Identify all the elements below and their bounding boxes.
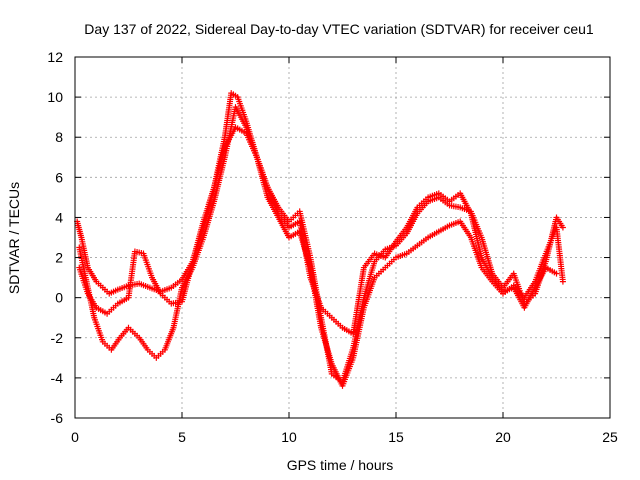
x-tick-label: 0 [71, 429, 79, 445]
axis-ticks: 0 5 10 15 20 25 -6 -4 -2 0 2 4 6 8 10 12 [47, 49, 618, 445]
x-tick-label: 5 [178, 429, 186, 445]
data-point [553, 270, 560, 277]
x-axis-label: GPS time / hours [287, 457, 394, 473]
y-tick-label: -6 [51, 410, 64, 426]
series-track-b [76, 104, 566, 389]
y-tick-label: -2 [51, 330, 64, 346]
x-tick-label: 20 [495, 429, 511, 445]
y-tick-label: 0 [55, 290, 63, 306]
y-tick-label: 10 [47, 89, 63, 105]
x-tick-label: 25 [602, 429, 618, 445]
y-tick-label: 4 [55, 209, 63, 225]
data-points [74, 90, 566, 389]
y-tick-label: 8 [55, 129, 63, 145]
x-tick-label: 15 [388, 429, 404, 445]
grid-lines [75, 57, 610, 418]
data-point [559, 224, 566, 231]
data-point [559, 278, 566, 285]
y-tick-label: 2 [55, 250, 63, 266]
y-tick-label: 12 [47, 49, 63, 65]
y-axis-label: SDTVAR / TECUs [6, 182, 22, 294]
chart-title: Day 137 of 2022, Sidereal Day-to-day VTE… [84, 21, 594, 37]
plot-frame [74, 56, 611, 419]
series-track-a [74, 90, 566, 385]
x-tick-label: 10 [281, 429, 297, 445]
y-tick-label: 6 [55, 169, 63, 185]
series-track-c [76, 124, 560, 337]
y-tick-label: -4 [51, 370, 64, 386]
